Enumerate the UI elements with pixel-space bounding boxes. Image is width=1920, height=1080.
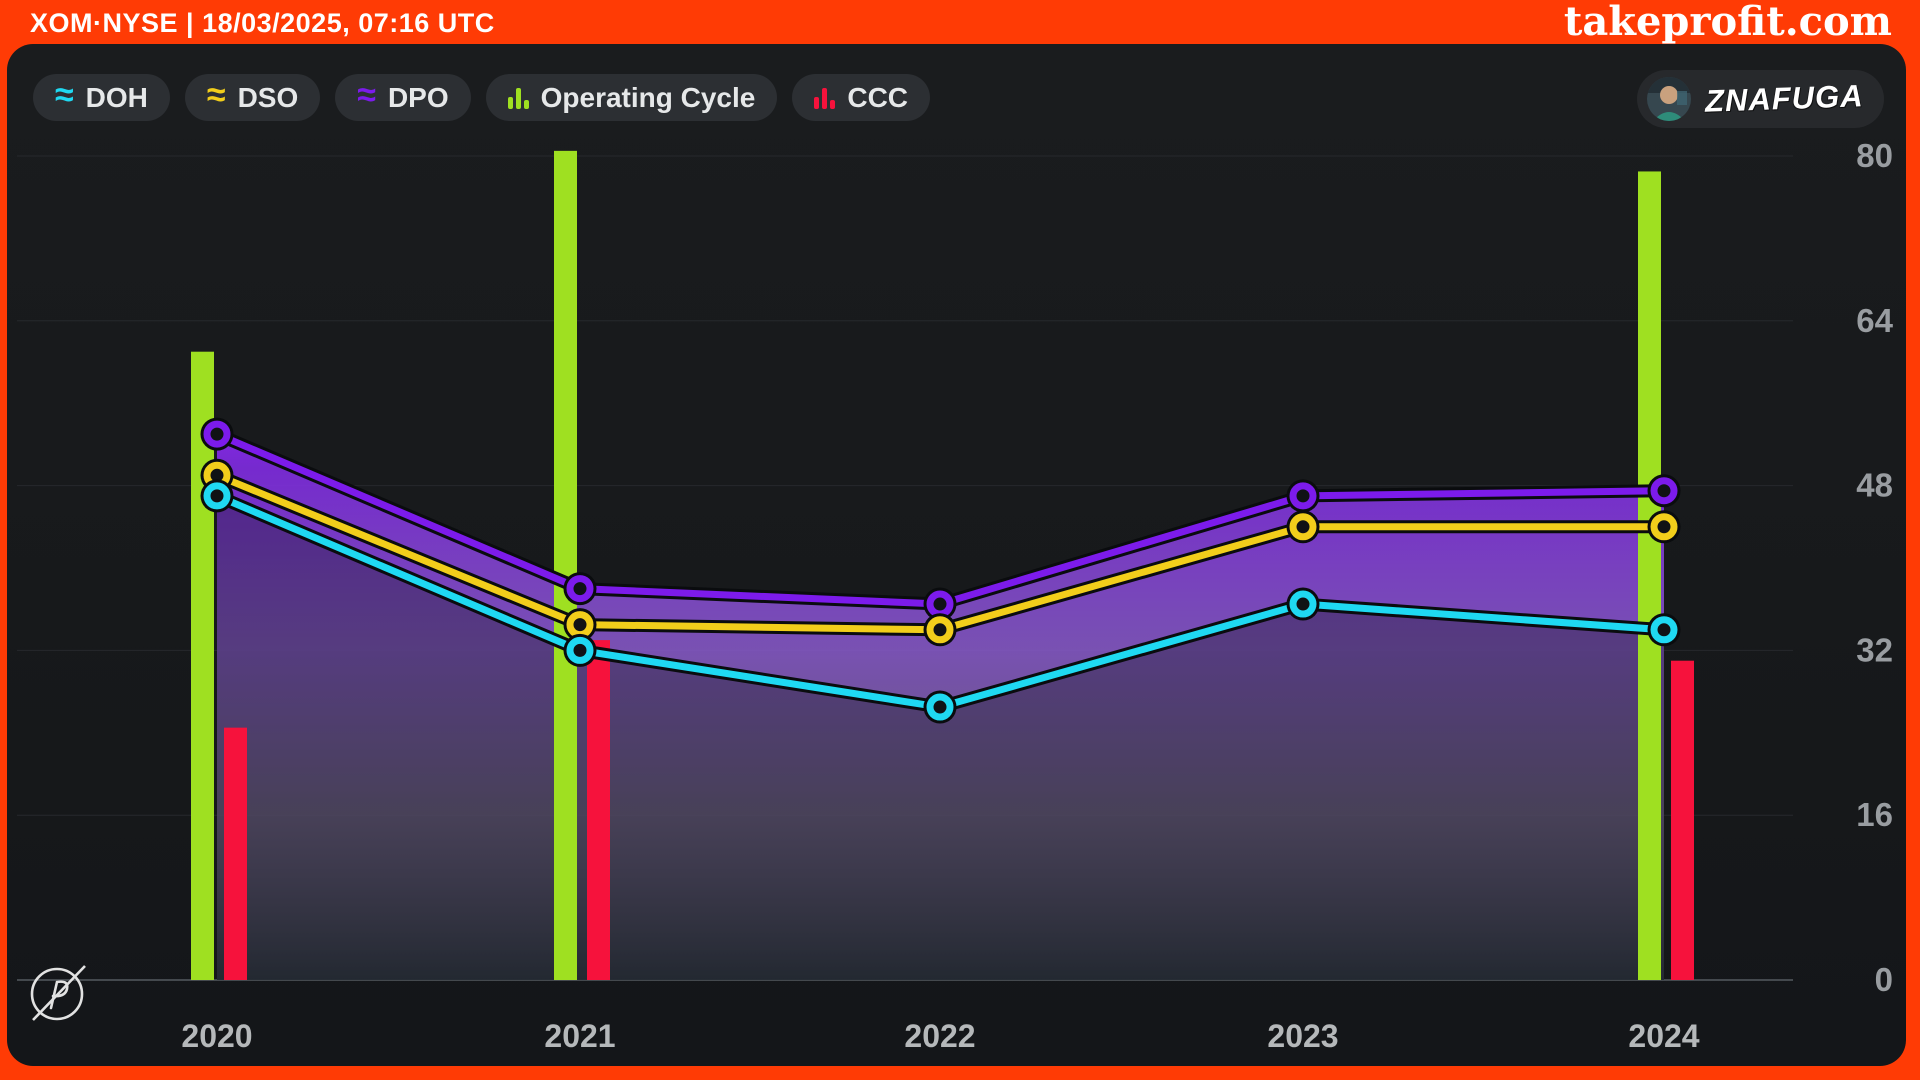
svg-text:80: 80 xyxy=(1856,137,1893,174)
legend-label: DSO xyxy=(237,81,299,113)
brand-watermark: takeprofit.com xyxy=(1563,0,1892,45)
legend-item-operating-cycle[interactable]: Operating Cycle xyxy=(485,74,778,121)
header-bar: XOM·NYSE | 18/03/2025, 07:16 UTC takepro… xyxy=(0,0,1920,45)
chart-canvas[interactable]: 0 16 32 48 64 80 2020 2021 2022 2023 2024 xyxy=(7,44,1906,1066)
ticker-title: XOM·NYSE | 18/03/2025, 07:16 UTC xyxy=(30,8,495,38)
svg-text:2024: 2024 xyxy=(1628,1018,1699,1054)
legend-item-dso[interactable]: ≈ DSO xyxy=(184,74,321,121)
legend-item-dpo[interactable]: ≈ DPO xyxy=(335,74,471,121)
svg-text:0: 0 xyxy=(1875,961,1893,998)
dso-wave-icon: ≈ xyxy=(206,75,226,114)
legend-item-ccc[interactable]: CCC xyxy=(792,74,931,121)
svg-text:64: 64 xyxy=(1856,302,1893,339)
svg-text:32: 32 xyxy=(1856,631,1893,668)
svg-text:2020: 2020 xyxy=(181,1018,252,1054)
legend-item-doh[interactable]: ≈ DOH xyxy=(33,74,170,121)
legend-label: CCC xyxy=(847,81,909,113)
dpo-wave-icon: ≈ xyxy=(357,75,376,114)
svg-text:48: 48 xyxy=(1856,467,1893,504)
takeprofit-logo-icon xyxy=(30,965,86,1021)
svg-text:2021: 2021 xyxy=(544,1018,615,1054)
svg-text:2022: 2022 xyxy=(904,1018,975,1054)
legend-label: DPO xyxy=(387,81,449,113)
legend-label: DOH xyxy=(85,81,148,113)
svg-text:16: 16 xyxy=(1856,796,1893,833)
chart-legend: ≈ DOH ≈ DSO ≈ DPO Operating Cycle CCC xyxy=(33,74,931,121)
user-badge[interactable]: ZNAFUGA xyxy=(1637,70,1884,128)
username: ZNAFUGA xyxy=(1704,78,1865,119)
legend-label: Operating Cycle xyxy=(540,81,756,113)
avatar xyxy=(1647,77,1692,121)
ccc-bars-icon xyxy=(814,87,836,109)
operating-cycle-bars-icon xyxy=(507,87,529,109)
chart-panel: 0 16 32 48 64 80 2020 2021 2022 2023 2024 ≈ DOH ≈ … xyxy=(7,44,1906,1066)
svg-text:2023: 2023 xyxy=(1267,1018,1338,1054)
doh-wave-icon: ≈ xyxy=(55,75,74,114)
